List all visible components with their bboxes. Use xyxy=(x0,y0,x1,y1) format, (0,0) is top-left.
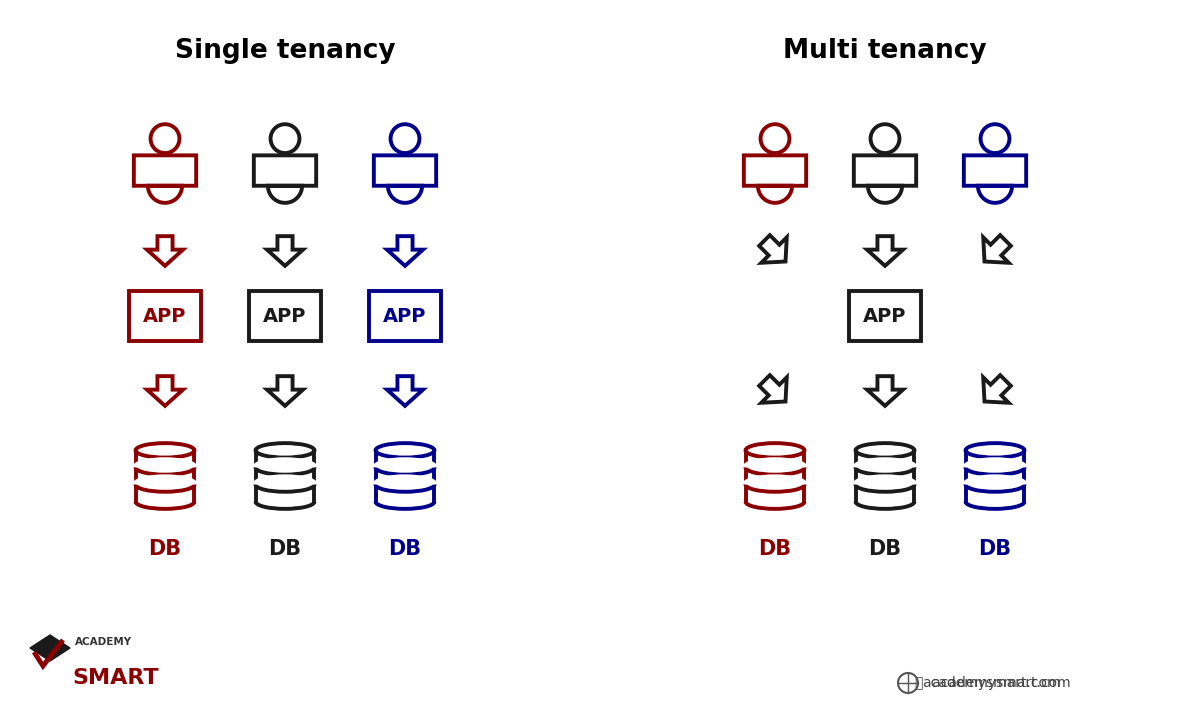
Text: APP: APP xyxy=(863,306,907,325)
Ellipse shape xyxy=(745,477,804,492)
Ellipse shape xyxy=(856,460,914,474)
Bar xyxy=(250,291,322,341)
Ellipse shape xyxy=(966,443,1025,458)
Ellipse shape xyxy=(376,443,434,458)
Ellipse shape xyxy=(745,460,804,474)
Ellipse shape xyxy=(256,477,314,492)
Ellipse shape xyxy=(136,443,194,458)
Text: DB: DB xyxy=(869,539,901,559)
Bar xyxy=(850,291,922,341)
Text: Multi tenancy: Multi tenancy xyxy=(784,38,986,64)
Bar xyxy=(370,291,442,341)
Ellipse shape xyxy=(745,443,804,458)
Ellipse shape xyxy=(856,443,914,458)
Text: ⭘  academysmart.com: ⭘ academysmart.com xyxy=(916,676,1070,690)
Text: DB: DB xyxy=(269,539,301,559)
Text: APP: APP xyxy=(383,306,427,325)
Ellipse shape xyxy=(256,443,314,458)
Text: DB: DB xyxy=(758,539,792,559)
Text: SMART: SMART xyxy=(72,668,158,688)
Bar xyxy=(130,291,200,341)
Ellipse shape xyxy=(136,460,194,474)
Ellipse shape xyxy=(966,460,1025,474)
Ellipse shape xyxy=(376,460,434,474)
Text: ACADEMY: ACADEMY xyxy=(74,637,132,647)
Text: academysmart.com: academysmart.com xyxy=(922,676,1061,690)
Text: Single tenancy: Single tenancy xyxy=(175,38,395,64)
Ellipse shape xyxy=(136,477,194,492)
Text: APP: APP xyxy=(263,306,307,325)
Ellipse shape xyxy=(256,460,314,474)
Text: DB: DB xyxy=(389,539,421,559)
Text: DB: DB xyxy=(978,539,1012,559)
Text: APP: APP xyxy=(143,306,187,325)
Ellipse shape xyxy=(856,477,914,492)
Ellipse shape xyxy=(376,477,434,492)
Polygon shape xyxy=(30,635,70,661)
Text: DB: DB xyxy=(149,539,181,559)
Ellipse shape xyxy=(966,477,1025,492)
